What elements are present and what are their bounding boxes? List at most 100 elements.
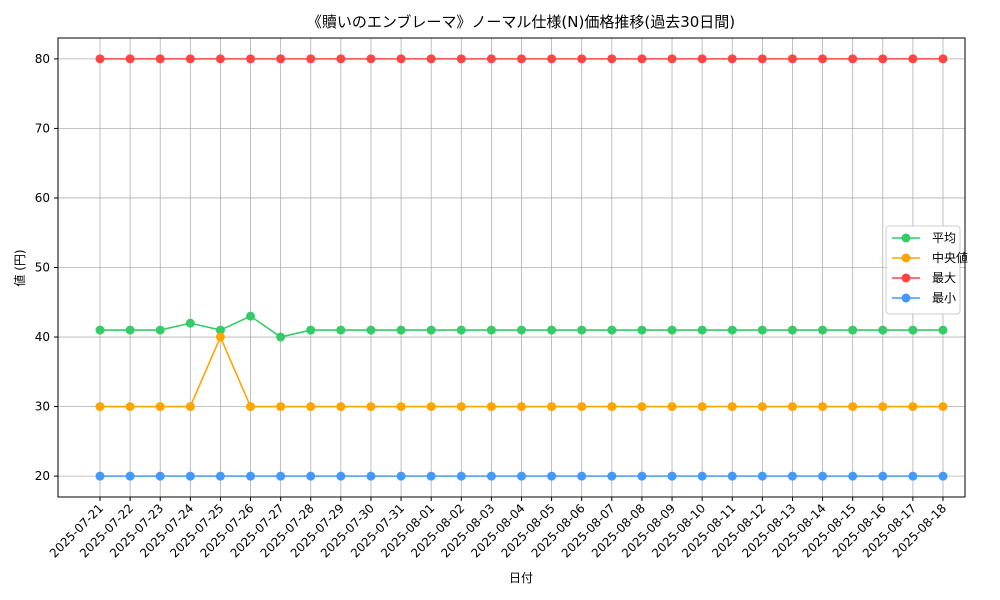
data-point (396, 54, 406, 64)
data-point (577, 54, 587, 64)
data-point (577, 325, 587, 335)
data-point (818, 402, 828, 412)
data-point (125, 54, 135, 64)
data-point (155, 402, 165, 412)
data-point (757, 471, 767, 481)
data-point (757, 54, 767, 64)
data-point (577, 471, 587, 481)
data-point (95, 325, 105, 335)
data-point (426, 325, 436, 335)
data-point (486, 402, 496, 412)
y-tick-label: 40 (35, 330, 50, 344)
legend-swatch-marker (901, 253, 911, 263)
data-point (336, 402, 346, 412)
data-point (697, 54, 707, 64)
data-point (637, 471, 647, 481)
data-point (607, 325, 617, 335)
y-axis: 20 30 40 50 60 70 80 (35, 52, 58, 483)
data-point (306, 54, 316, 64)
y-tick-label: 70 (35, 121, 50, 135)
data-point (185, 54, 195, 64)
data-point (547, 325, 557, 335)
y-tick-label: 30 (35, 400, 50, 414)
data-point (306, 471, 316, 481)
data-point (787, 325, 797, 335)
x-axis: 2025-07-212025-07-222025-07-232025-07-24… (47, 497, 949, 560)
data-point (215, 54, 225, 64)
data-point (607, 54, 617, 64)
data-point (607, 471, 617, 481)
data-point (727, 402, 737, 412)
data-point (848, 402, 858, 412)
data-point (486, 54, 496, 64)
data-point (306, 325, 316, 335)
data-point (697, 402, 707, 412)
data-point (426, 54, 436, 64)
data-point (908, 402, 918, 412)
data-point (727, 54, 737, 64)
data-point (276, 332, 286, 342)
data-point (336, 325, 346, 335)
data-point (547, 471, 557, 481)
data-point (517, 402, 526, 412)
data-point (456, 471, 466, 481)
data-point (697, 325, 707, 335)
legend-swatch-marker (901, 293, 911, 303)
legend-label: 平均 (932, 231, 956, 245)
data-point (547, 54, 557, 64)
data-point (547, 402, 557, 412)
data-point (637, 54, 647, 64)
legend-label: 最大 (932, 271, 956, 285)
data-point (366, 325, 376, 335)
y-tick-label: 20 (35, 469, 50, 483)
data-point (517, 325, 526, 335)
legend-swatch-marker (901, 273, 911, 283)
data-point (938, 325, 948, 335)
data-point (818, 54, 828, 64)
data-point (185, 318, 195, 328)
data-point (456, 402, 466, 412)
data-point (878, 54, 888, 64)
data-point (125, 471, 135, 481)
data-point (276, 54, 286, 64)
legend-swatch-marker (901, 233, 911, 243)
legend-frame (885, 225, 961, 315)
data-point (215, 325, 225, 335)
data-point (878, 402, 888, 412)
data-point (336, 54, 346, 64)
data-point (246, 311, 256, 321)
data-point (848, 325, 858, 335)
data-point (396, 471, 406, 481)
data-point (125, 325, 135, 335)
data-point (396, 325, 406, 335)
data-point (246, 402, 256, 412)
data-point (727, 325, 737, 335)
y-tick-label: 80 (35, 52, 50, 66)
data-point (246, 54, 256, 64)
data-point (637, 325, 647, 335)
series-layer (95, 54, 948, 481)
data-point (757, 325, 767, 335)
data-point (366, 471, 376, 481)
data-point (607, 402, 617, 412)
data-point (818, 325, 828, 335)
data-point (366, 402, 376, 412)
data-point (878, 325, 888, 335)
data-point (787, 471, 797, 481)
data-point (938, 54, 948, 64)
legend-label: 最小 (932, 291, 956, 305)
data-point (517, 471, 526, 481)
data-point (667, 471, 677, 481)
data-point (878, 471, 888, 481)
data-point (818, 471, 828, 481)
data-point (185, 402, 195, 412)
data-point (727, 471, 737, 481)
data-point (667, 402, 677, 412)
data-point (848, 54, 858, 64)
data-point (95, 402, 105, 412)
data-point (426, 471, 436, 481)
data-point (155, 54, 165, 64)
y-tick-label: 60 (35, 191, 50, 205)
